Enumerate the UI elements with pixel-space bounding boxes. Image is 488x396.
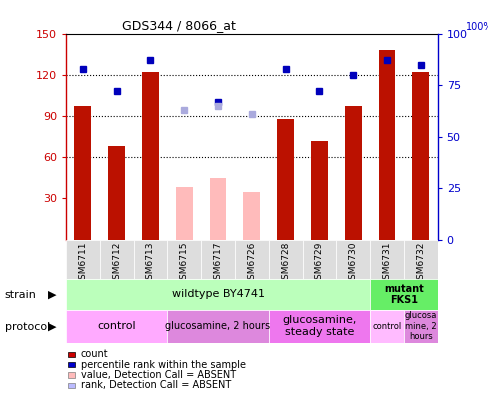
Bar [344, 107, 361, 240]
Text: GSM6726: GSM6726 [247, 242, 256, 285]
Text: control: control [97, 321, 136, 331]
Text: ▶: ▶ [48, 290, 56, 300]
Text: control: control [371, 322, 401, 331]
Text: count: count [81, 349, 108, 360]
Bar [403, 310, 437, 343]
Text: 100%: 100% [465, 22, 488, 32]
Bar [378, 50, 395, 240]
Text: GSM6728: GSM6728 [281, 242, 289, 285]
Text: glucosamine, 2 hours: glucosamine, 2 hours [165, 321, 270, 331]
Text: GSM6730: GSM6730 [348, 242, 357, 285]
Text: ▶: ▶ [48, 322, 56, 332]
Bar [369, 240, 403, 279]
Bar [167, 310, 268, 343]
Bar [100, 240, 133, 279]
Bar [66, 279, 369, 310]
Text: GSM6712: GSM6712 [112, 242, 121, 285]
Text: GSM6715: GSM6715 [180, 242, 188, 285]
Text: glucosa
mine, 2
hours: glucosa mine, 2 hours [404, 311, 436, 341]
Text: GSM6711: GSM6711 [78, 242, 87, 285]
Bar [268, 310, 369, 343]
Text: glucosamine,
steady state: glucosamine, steady state [282, 315, 356, 337]
Bar [234, 240, 268, 279]
Bar [369, 310, 403, 343]
Bar [66, 310, 167, 343]
Bar [268, 240, 302, 279]
Bar [108, 146, 125, 240]
Bar [302, 240, 336, 279]
Bar [201, 240, 234, 279]
Bar [167, 240, 201, 279]
Text: mutant
FKS1: mutant FKS1 [383, 284, 423, 305]
Bar [336, 240, 369, 279]
Bar [142, 72, 159, 240]
Bar [133, 240, 167, 279]
Text: strain: strain [5, 290, 37, 300]
Bar [310, 141, 327, 240]
Bar [209, 178, 226, 240]
Text: wildtype BY4741: wildtype BY4741 [171, 289, 264, 299]
Text: GSM6731: GSM6731 [382, 242, 391, 285]
Text: GSM6729: GSM6729 [314, 242, 323, 285]
Text: GSM6717: GSM6717 [213, 242, 222, 285]
Bar [277, 119, 293, 240]
Text: GDS344 / 8066_at: GDS344 / 8066_at [122, 19, 235, 32]
Bar [243, 192, 260, 240]
Bar [176, 187, 192, 240]
Bar [369, 279, 437, 310]
Text: value, Detection Call = ABSENT: value, Detection Call = ABSENT [81, 370, 235, 380]
Bar [74, 107, 91, 240]
Bar [66, 240, 100, 279]
Text: GSM6732: GSM6732 [415, 242, 425, 285]
Text: rank, Detection Call = ABSENT: rank, Detection Call = ABSENT [81, 380, 230, 390]
Text: percentile rank within the sample: percentile rank within the sample [81, 360, 245, 370]
Text: protocol: protocol [5, 322, 50, 332]
Bar [403, 240, 437, 279]
Text: GSM6713: GSM6713 [146, 242, 155, 285]
Bar [209, 178, 226, 240]
Bar [411, 72, 428, 240]
